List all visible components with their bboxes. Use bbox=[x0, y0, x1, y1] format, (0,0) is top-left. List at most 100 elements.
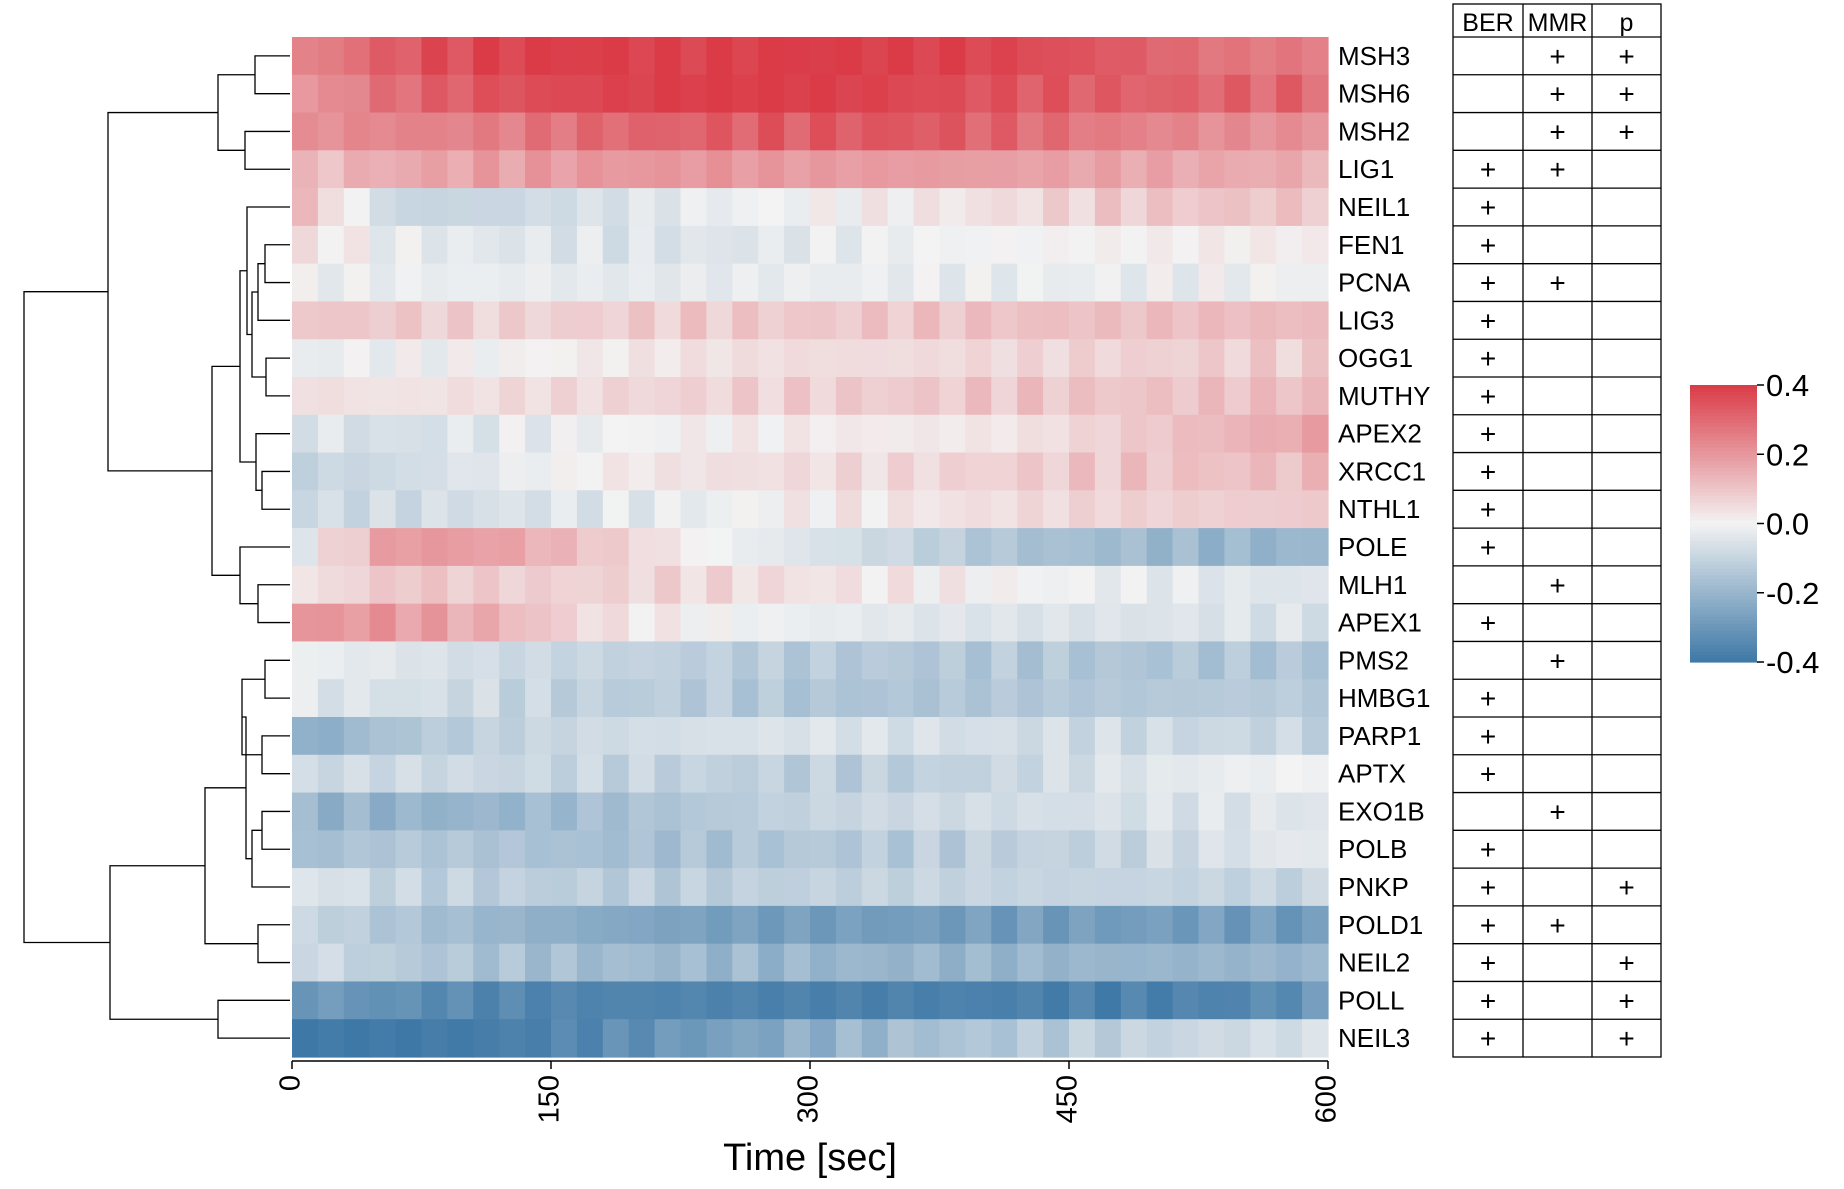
heatmap-cell bbox=[369, 301, 397, 340]
heatmap-cell bbox=[680, 377, 707, 416]
heatmap-cell bbox=[913, 830, 941, 869]
heatmap-cell bbox=[1172, 37, 1200, 76]
heatmap-cell bbox=[1094, 37, 1122, 76]
heatmap-cell bbox=[292, 1019, 319, 1058]
x-tick-label: 450 bbox=[1052, 1075, 1084, 1123]
dendrogram-link bbox=[217, 999, 290, 1039]
dendrogram-link bbox=[257, 263, 290, 321]
heatmap-cell bbox=[706, 339, 733, 378]
heatmap-cell bbox=[576, 641, 604, 680]
heatmap-cell bbox=[732, 452, 759, 491]
colorbar-segment bbox=[1690, 423, 1757, 428]
heatmap-cell bbox=[602, 339, 630, 378]
heatmap-cell bbox=[1120, 377, 1148, 416]
heatmap-cell bbox=[1250, 830, 1277, 869]
table-cell-mark: + bbox=[1618, 41, 1634, 72]
heatmap-cell bbox=[758, 868, 785, 907]
colorbar-segment bbox=[1690, 613, 1757, 618]
heatmap-cell bbox=[473, 981, 500, 1020]
heatmap-cell bbox=[421, 943, 448, 983]
dendrogram-link bbox=[251, 829, 290, 888]
heatmap-cell bbox=[965, 414, 992, 454]
heatmap-cell bbox=[887, 74, 915, 114]
heatmap-cell bbox=[1120, 414, 1148, 454]
heatmap-cell bbox=[1017, 301, 1044, 340]
heatmap-cell bbox=[1224, 754, 1251, 794]
heatmap-cell bbox=[1120, 188, 1148, 227]
heatmap-cell bbox=[1224, 490, 1251, 529]
row-label: APEX2 bbox=[1338, 419, 1422, 449]
heatmap-cell bbox=[835, 679, 863, 718]
heatmap-cell bbox=[1302, 830, 1329, 869]
heatmap-cell bbox=[965, 603, 992, 643]
heatmap-cell bbox=[810, 603, 837, 643]
heatmap-cell bbox=[343, 74, 371, 114]
heatmap-cell bbox=[680, 792, 707, 831]
heatmap-cell bbox=[576, 452, 604, 491]
table-cell-mark: + bbox=[1480, 494, 1496, 525]
heatmap-cell bbox=[395, 868, 423, 907]
heatmap-cell bbox=[576, 263, 604, 303]
heatmap-cell bbox=[913, 74, 941, 114]
colorbar-segment bbox=[1690, 520, 1757, 525]
heatmap-cell bbox=[784, 490, 811, 529]
heatmap-cell bbox=[1172, 641, 1200, 680]
heatmap-cell bbox=[317, 301, 345, 340]
heatmap-cell bbox=[1120, 150, 1148, 189]
row-label: POLD1 bbox=[1338, 910, 1423, 940]
heatmap-cell bbox=[1224, 981, 1251, 1020]
heatmap-cell bbox=[551, 301, 578, 340]
row-label: POLB bbox=[1338, 834, 1407, 864]
heatmap-cell bbox=[602, 981, 630, 1020]
heatmap-cell bbox=[473, 1019, 500, 1058]
colorbar-segment bbox=[1690, 627, 1757, 632]
heatmap-cell bbox=[810, 528, 837, 567]
heatmap-cell bbox=[965, 301, 992, 340]
heatmap-cell bbox=[913, 188, 941, 227]
colorbar-tick-label: 0.0 bbox=[1766, 507, 1809, 542]
heatmap-cell bbox=[602, 528, 630, 567]
heatmap-cell bbox=[784, 565, 811, 605]
table-cell-mark: + bbox=[1618, 948, 1634, 979]
heatmap-cell bbox=[654, 37, 682, 76]
colorbar-segment bbox=[1690, 433, 1757, 438]
heatmap-cell bbox=[861, 792, 889, 831]
heatmap-cell bbox=[939, 528, 966, 567]
table-cell-mark: + bbox=[1549, 154, 1565, 185]
heatmap-cell bbox=[1302, 679, 1329, 718]
colorbar-segment bbox=[1690, 596, 1757, 601]
colorbar-segment bbox=[1690, 620, 1757, 625]
heatmap-cell bbox=[1302, 792, 1329, 831]
heatmap-cell bbox=[1224, 112, 1251, 151]
dendrogram-link bbox=[264, 244, 290, 284]
heatmap-cell bbox=[292, 37, 319, 76]
heatmap-cell bbox=[654, 943, 682, 983]
heatmap-cell bbox=[1120, 905, 1148, 945]
colorbar-segment bbox=[1690, 485, 1757, 490]
heatmap-cell bbox=[913, 339, 941, 378]
heatmap-cell bbox=[1172, 830, 1200, 869]
heatmap-cell bbox=[395, 301, 423, 340]
heatmap-cell bbox=[473, 565, 500, 605]
heatmap-cell bbox=[861, 717, 889, 756]
heatmap-cell bbox=[758, 717, 785, 756]
heatmap-cell bbox=[965, 225, 992, 265]
heatmap-cell bbox=[1043, 37, 1070, 76]
heatmap-cell bbox=[991, 905, 1018, 945]
heatmap-cell bbox=[1172, 528, 1200, 567]
heatmap-cell bbox=[1094, 717, 1122, 756]
heatmap-cell bbox=[1120, 225, 1148, 265]
heatmap-cell bbox=[1302, 150, 1329, 189]
heatmap-cell bbox=[1146, 1019, 1174, 1058]
heatmap-cell bbox=[654, 452, 682, 491]
heatmap-cell bbox=[1094, 565, 1122, 605]
heatmap-cell bbox=[1146, 603, 1174, 643]
heatmap-cell bbox=[292, 188, 319, 227]
heatmap-cell bbox=[447, 981, 474, 1020]
heatmap-cell bbox=[369, 830, 397, 869]
heatmap-cell bbox=[861, 112, 889, 151]
heatmap-cell bbox=[473, 679, 500, 718]
heatmap-cell bbox=[913, 263, 941, 303]
heatmap-cell bbox=[473, 414, 500, 454]
heatmap-cell bbox=[292, 792, 319, 831]
